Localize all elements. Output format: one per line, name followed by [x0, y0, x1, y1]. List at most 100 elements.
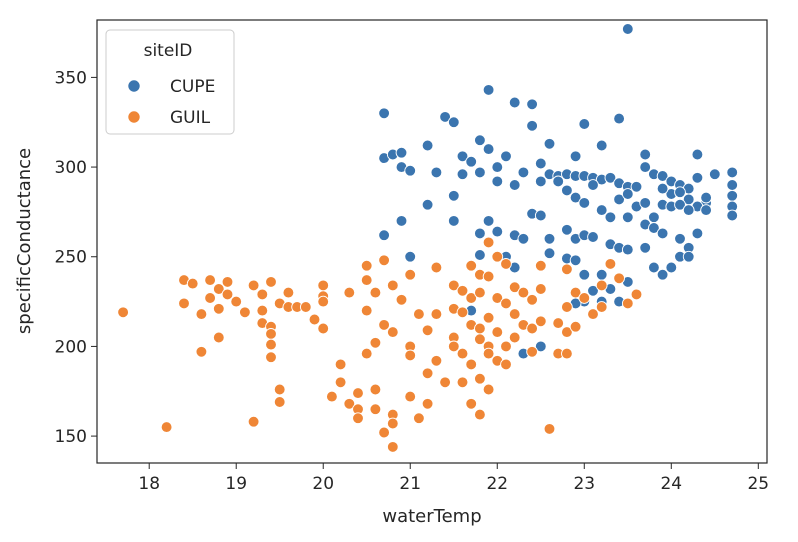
data-point-cupe: [648, 211, 660, 224]
data-point-guil: [395, 293, 408, 306]
data-point-guil: [247, 415, 260, 428]
data-point-guil: [334, 376, 347, 389]
x-tick-label: 20: [312, 474, 334, 494]
data-point-cupe: [726, 189, 739, 202]
data-point-cupe: [578, 118, 591, 130]
y-tick-label: 350: [55, 68, 87, 88]
data-point-guil: [465, 259, 478, 272]
data-point-guil: [212, 331, 225, 344]
data-point-guil: [508, 308, 521, 320]
data-point-guil: [534, 259, 547, 272]
data-point-guil: [317, 322, 330, 335]
data-point-guil: [500, 340, 512, 353]
legend-label-cupe: CUPE: [170, 77, 215, 97]
data-point-guil: [265, 338, 277, 351]
data-point-cupe: [587, 231, 599, 243]
data-point-guil: [282, 286, 295, 299]
data-point-guil: [343, 397, 356, 410]
legend-title: siteID: [144, 41, 193, 61]
data-point-guil: [491, 292, 504, 304]
data-point-cupe: [656, 170, 669, 182]
data-point-guil: [456, 347, 469, 360]
y-axis-label: specificConductance: [14, 148, 35, 334]
data-point-guil: [613, 272, 625, 285]
data-point-cupe: [543, 232, 556, 245]
data-point-cupe: [474, 249, 486, 261]
data-point-guil: [178, 297, 190, 310]
x-tick-label: 24: [660, 474, 682, 494]
data-point-cupe: [482, 143, 495, 155]
data-point-cupe: [447, 116, 460, 129]
data-point-cupe: [648, 261, 660, 274]
data-point-guil: [117, 306, 129, 319]
x-tick-label: 22: [486, 474, 508, 494]
data-point-guil: [273, 383, 286, 396]
legend: siteID CUPE GUIL: [105, 29, 235, 135]
data-point-guil: [430, 354, 443, 367]
data-point-cupe: [656, 268, 669, 281]
data-point-guil: [421, 367, 434, 380]
data-point-guil: [326, 390, 338, 403]
x-tick-label: 18: [138, 474, 160, 494]
data-point-cupe: [648, 222, 660, 234]
data-point-cupe: [621, 23, 634, 35]
y-tick-label: 300: [55, 158, 87, 178]
data-point-guil: [186, 277, 199, 290]
data-point-guil: [561, 347, 573, 360]
data-point-cupe: [578, 197, 591, 209]
data-point-guil: [378, 319, 390, 331]
data-point-guil: [360, 274, 373, 286]
data-point-cupe: [674, 198, 686, 211]
data-point-cupe: [691, 227, 704, 240]
data-point-guil: [561, 326, 573, 338]
data-point-guil: [465, 358, 478, 371]
data-point-guil: [534, 315, 547, 328]
data-point-guil: [456, 376, 469, 389]
data-point-cupe: [595, 204, 608, 216]
legend-frame: [105, 29, 235, 135]
data-point-cupe: [595, 268, 608, 281]
data-point-cupe: [613, 112, 625, 125]
data-point-cupe: [508, 96, 521, 109]
data-point-guil: [534, 283, 547, 295]
data-point-guil: [265, 328, 277, 340]
data-point-guil: [239, 306, 251, 319]
data-point-guil: [430, 261, 443, 274]
data-point-cupe: [656, 182, 669, 195]
data-point-cupe: [526, 119, 538, 132]
data-point-guil: [386, 326, 399, 338]
data-point-guil: [474, 322, 486, 335]
data-point-guil: [482, 347, 495, 360]
x-tick-label: 21: [399, 474, 421, 494]
data-point-cupe: [404, 250, 417, 263]
data-point-cupe: [700, 191, 712, 204]
data-point-cupe: [508, 179, 521, 191]
data-point-guil: [621, 297, 634, 310]
data-point-guil: [195, 345, 208, 358]
data-point-guil: [500, 297, 512, 310]
data-point-cupe: [604, 211, 617, 224]
data-point-cupe: [639, 148, 652, 161]
data-point-cupe: [474, 227, 486, 240]
data-point-cupe: [534, 175, 547, 188]
data-point-guil: [630, 288, 643, 301]
y-tick-label: 250: [55, 248, 87, 268]
data-point-guil: [474, 408, 486, 421]
data-point-cupe: [482, 84, 495, 96]
data-point-cupe: [421, 139, 434, 152]
data-point-guil: [543, 423, 556, 435]
data-point-cupe: [708, 168, 721, 181]
data-point-guil: [482, 236, 495, 249]
data-point-cupe: [569, 150, 582, 163]
data-point-guil: [360, 304, 373, 317]
data-point-guil: [508, 331, 521, 344]
data-point-cupe: [456, 168, 469, 181]
data-point-cupe: [682, 204, 695, 216]
data-point-guil: [578, 292, 591, 304]
data-point-cupe: [517, 166, 530, 179]
legend-label-guil: GUIL: [170, 108, 211, 128]
data-point-guil: [465, 397, 478, 410]
data-point-guil: [386, 417, 399, 430]
data-point-guil: [526, 345, 538, 358]
data-point-cupe: [552, 175, 565, 188]
